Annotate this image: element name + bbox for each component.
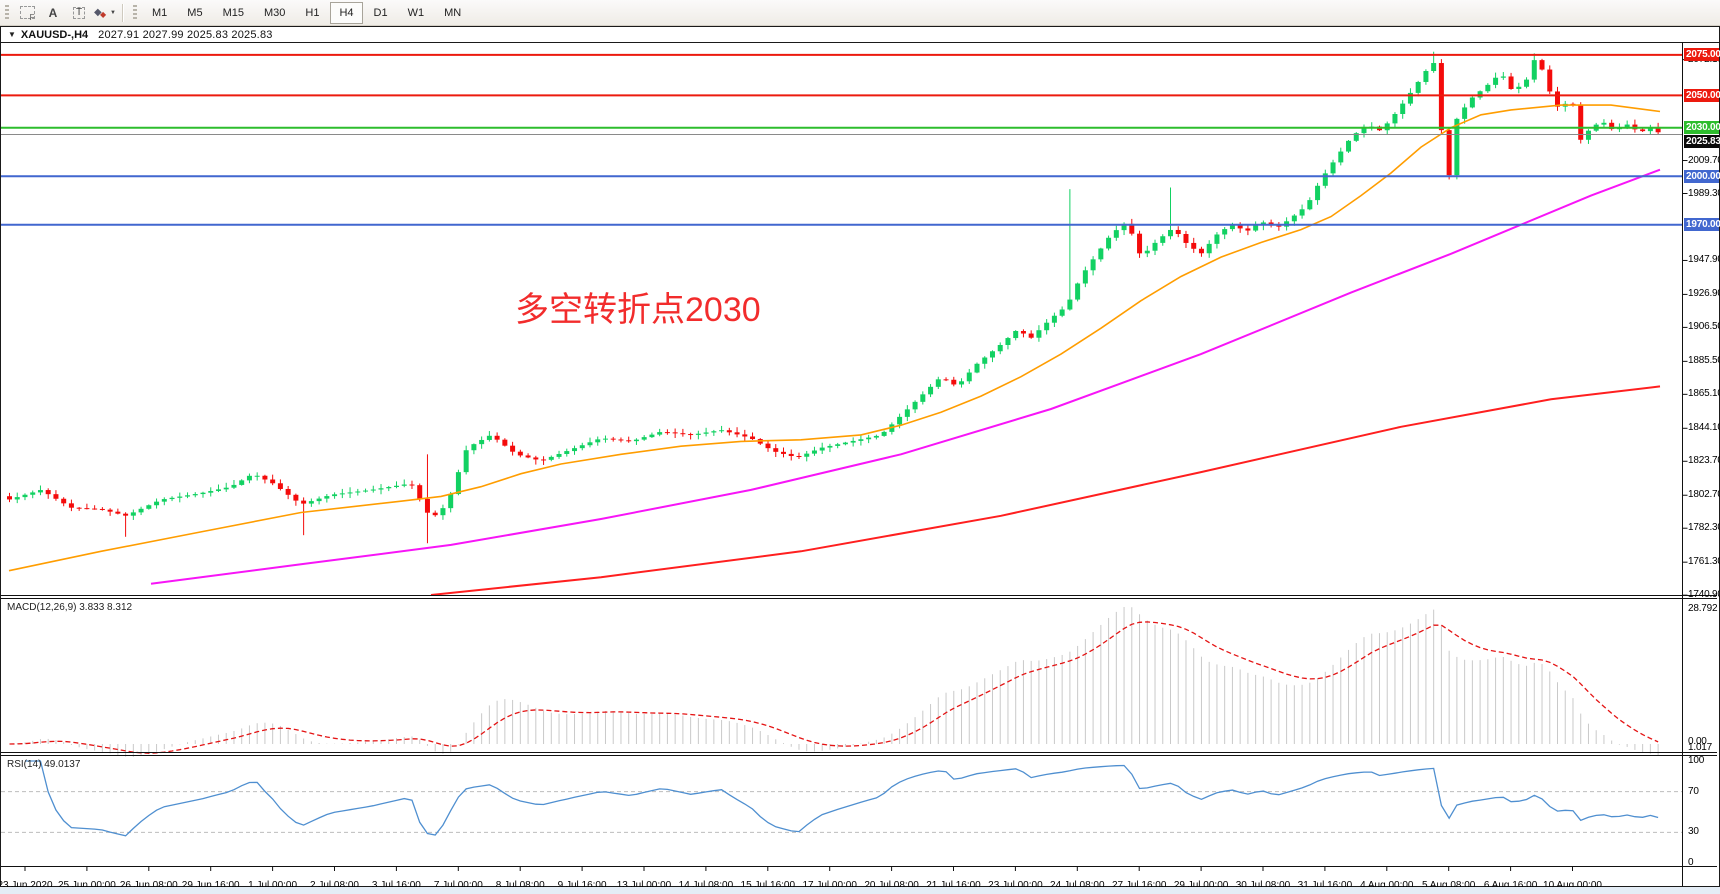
time-axis-label: 29 Jun 16:00: [181, 880, 240, 891]
shapes-icon: ◆ ◆: [94, 6, 107, 19]
time-axis-label: 10 Aug 00:00: [1543, 880, 1602, 891]
time-axis-label: 4 Aug 00:00: [1360, 880, 1414, 891]
timeframe-button-W1[interactable]: W1: [407, 6, 425, 19]
timeframe-button-M5[interactable]: M5: [187, 6, 203, 19]
status-strip: [0, 887, 1720, 894]
price-tick-label: 1865.10: [1688, 388, 1720, 400]
price-level-badge: 1970.00: [1684, 218, 1720, 232]
candles-layer: [7, 51, 1661, 544]
time-axis-label: 29 Jul 00:00: [1173, 880, 1229, 891]
chart-text-annotation[interactable]: 多空转折点2030: [515, 291, 761, 329]
time-axis-label: 23 Jun 2020: [0, 880, 53, 891]
time-axis-label: 13 Jul 00:00: [616, 880, 672, 891]
slow-ma-line: [430, 385, 1661, 596]
level-lines-layer: [1, 53, 1683, 226]
time-axis-label: 23 Jul 00:00: [988, 880, 1043, 891]
timeframe-button-D1[interactable]: D1: [373, 6, 388, 19]
price-tick-label: 2009.70: [1688, 154, 1720, 166]
time-axis-label: 3 Jul 16:00: [371, 880, 421, 891]
timeframe-button-M1[interactable]: M1: [152, 6, 168, 19]
price-tick-label: 1823.70: [1688, 455, 1720, 467]
rsi-levels-layer: [1, 791, 1683, 833]
price-tick-label: 1926.90: [1688, 288, 1720, 300]
rsi-indicator-label: RSI(14) 49.0137: [7, 759, 81, 770]
price-chart-canvas[interactable]: [1, 42, 1717, 886]
price-tick-label: 1989.30: [1688, 187, 1720, 199]
macd-indicator-label: MACD(12,26,9) 3.833 8.312: [7, 602, 133, 613]
price-tick-label: 1844.10: [1688, 422, 1720, 434]
chevron-down-icon[interactable]: ▼: [110, 9, 116, 16]
toolbar-grip[interactable]: [5, 4, 9, 21]
rsi-tick-label: 30: [1688, 826, 1699, 838]
time-axis-label: 6 Aug 16:00: [1483, 880, 1538, 891]
timeframe-button-H4[interactable]: H4: [330, 1, 363, 24]
time-axis-label: 24 Jul 08:00: [1050, 880, 1105, 891]
price-tick-label: 1906.50: [1688, 321, 1720, 333]
time-axis-label: 25 Jun 00:00: [57, 880, 116, 891]
price-level-badge: 2050.00: [1684, 88, 1720, 102]
timeframe-group: M1 M5 M15 M30 H1 H4 D1 W1 MN: [142, 1, 471, 24]
time-axis-label: 1 Jul 00:00: [248, 880, 298, 891]
macd-min-tick: 1.017: [1688, 742, 1713, 753]
time-axis-label: 30 Jul 08:00: [1235, 880, 1291, 891]
timeframe-button-H1[interactable]: H1: [305, 6, 320, 19]
timeframe-button-MN[interactable]: MN: [444, 6, 462, 19]
time-axis-label: 21 Jul 16:00: [926, 880, 981, 891]
mid-ma-line: [150, 168, 1661, 585]
rsi-tick-label: 70: [1688, 785, 1699, 797]
macd-max-tick: 28.792: [1688, 603, 1718, 614]
chart-window: ▼ XAUUSD-,H4 2027.91 2027.99 2025.83 202…: [0, 26, 1720, 891]
macd-signal-line: [9, 621, 1659, 754]
current-price-badge: 2025.83: [1684, 134, 1720, 148]
timeframe-button-M30[interactable]: M30: [263, 6, 286, 19]
price-tick-label: 1947.90: [1688, 254, 1720, 266]
time-axis-label: 27 Jul 16:00: [1111, 880, 1167, 891]
time-axis-label: 31 Jul 16:00: [1297, 880, 1353, 891]
time-axis-label: 17 Jul 00:00: [802, 880, 857, 891]
price-level-badge: 2075.00: [1684, 48, 1720, 62]
time-axis-label: 15 Jul 16:00: [740, 880, 796, 891]
timeframe-button-M15[interactable]: M15: [222, 6, 244, 19]
symbol-label: XAUUSD-,H4: [20, 28, 89, 41]
time-axis-label: 9 Jul 16:00: [557, 880, 607, 891]
time-axis-label: 14 Jul 08:00: [678, 880, 734, 891]
rsi-tick-label: 0: [1688, 857, 1694, 868]
time-axis-label: 2 Jul 08:00: [310, 880, 359, 891]
time-axis-label: 26 Jun 08:00: [119, 880, 178, 891]
price-level-badge: 2000.00: [1684, 169, 1720, 183]
price-tick-label: 1740.90: [1688, 589, 1720, 601]
frame-tool-button[interactable]: F: [15, 2, 39, 24]
price-tick-label: 1761.30: [1688, 556, 1720, 568]
price-tick-label: 1782.30: [1688, 522, 1720, 534]
ohlc-values: 2027.91 2027.99 2025.83 2025.83: [98, 28, 273, 41]
text-label-icon: T: [72, 6, 86, 19]
toolbar: F A T ◆ ◆ ▼ M1 M5 M15 M30 H1 H4 D1 W1 MN: [0, 0, 1720, 26]
shapes-tool-button[interactable]: ◆ ◆ ▼: [93, 2, 117, 24]
chart-title-bar: ▼ XAUUSD-,H4 2027.91 2027.99 2025.83 202…: [1, 27, 1719, 43]
price-tick-label: 1802.70: [1688, 489, 1720, 501]
time-axis-label: 20 Jul 08:00: [864, 880, 919, 891]
time-axis-label: 7 Jul 00:00: [433, 880, 483, 891]
text-tool-button[interactable]: A: [41, 2, 65, 24]
toolbar-separator: [122, 3, 124, 22]
time-axis-label: 8 Jul 08:00: [495, 880, 545, 891]
dashed-frame-icon: F: [19, 6, 35, 22]
fast-ma-line: [8, 104, 1661, 572]
time-axis-label: 5 Aug 08:00: [1421, 880, 1476, 891]
text-a-icon: A: [48, 5, 58, 20]
macd-histogram-layer: [16, 607, 1659, 757]
collapse-chart-icon[interactable]: ▼: [8, 30, 16, 39]
macd-zero-tick: 0.00: [1688, 736, 1707, 747]
rsi-tick-label: 100: [1688, 755, 1705, 766]
timeframe-grip[interactable]: [133, 4, 137, 21]
rsi-line: [24, 760, 1659, 837]
price-tick-label: 1885.50: [1688, 355, 1720, 367]
frame-layer: [1, 42, 1717, 886]
price-level-badge: 2030.00: [1684, 121, 1720, 135]
text-label-tool-button[interactable]: T: [67, 2, 91, 24]
